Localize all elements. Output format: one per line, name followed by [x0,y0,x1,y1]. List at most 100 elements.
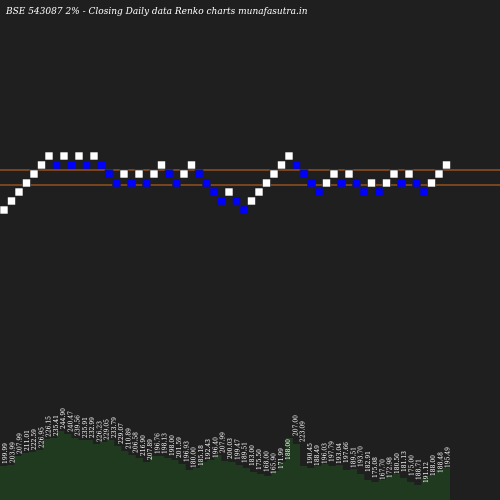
price-label: 232.99 [89,417,96,438]
price-label: 207.00 [292,415,299,436]
down-brick [307,178,316,188]
up-brick [322,178,331,188]
price-label: 197.66 [343,442,350,463]
price-label: 193.04 [336,443,343,464]
up-brick [367,178,376,188]
up-brick [59,151,69,161]
down-brick [97,160,106,170]
volume-area [0,431,450,500]
up-brick [157,160,166,170]
title-separator: - [83,7,86,17]
chart-title: BSE 543087 2% - Closing Daily data Renko… [5,7,308,17]
down-brick [239,205,249,215]
price-label: 175.00 [408,455,415,476]
price-label: 172.98 [387,457,394,478]
price-label: 207.99 [17,433,24,454]
price-label: 239.56 [75,415,82,436]
down-brick [314,187,324,197]
down-brick [232,196,241,206]
up-brick [254,187,264,197]
price-label: 188.49 [314,445,321,466]
price-label: 167.70 [379,459,386,480]
price-label: 168.00 [263,451,270,472]
price-labels: 199.99 203.99 207.99 211.01 222.59 226.95226.… [2,408,452,483]
down-brick [217,196,226,206]
down-brick [299,169,309,179]
up-brick [434,169,444,179]
up-brick [404,169,414,179]
down-brick [202,178,211,188]
down-brick [359,187,369,197]
price-label: 223.09 [300,421,307,442]
down-brick [352,178,361,188]
price-label: 196.76 [154,433,161,454]
up-brick [149,169,159,179]
up-brick [0,205,9,215]
price-label: 188.71 [416,459,423,480]
up-brick [224,187,234,197]
down-brick [164,169,174,179]
title-description: Closing Daily data Renko charts munafasu… [89,7,308,17]
price-label: 198.00 [169,435,176,456]
price-label: 188.00 [285,439,292,460]
price-label: 222.59 [31,429,38,450]
price-label: 165.90 [271,453,278,474]
price-label: 189.51 [350,447,357,468]
up-brick [7,196,16,206]
price-label: 201.59 [176,437,183,458]
price-label: 235.41 [53,415,60,436]
price-label: 188.48 [437,452,444,473]
price-label: 182.91 [365,451,372,472]
down-brick [67,160,76,170]
up-brick [187,160,196,170]
down-brick [209,187,219,197]
up-brick [44,151,54,161]
up-brick [344,169,354,179]
price-label: 189.51 [242,442,249,463]
down-brick [52,160,61,170]
price-label: 185.18 [198,445,205,466]
price-label: 175.08 [372,457,379,478]
volume-area-fill [0,431,450,500]
price-label: 195.49 [445,447,452,468]
price-label: 233.79 [111,417,118,438]
up-brick [89,151,99,161]
up-brick [29,169,39,179]
down-brick [127,178,136,188]
up-brick [277,160,286,170]
price-label: 211.01 [24,430,31,451]
price-label: 244.90 [60,408,67,429]
title-symbol: BSE 543087 [5,7,63,17]
title-brick-size: 2% [64,7,79,17]
price-label: 229.05 [104,419,111,440]
price-label: 183.00 [249,445,256,466]
price-label: 198.13 [162,433,169,454]
price-label: 171.99 [278,448,285,469]
up-brick [442,160,451,170]
up-brick [262,178,271,188]
up-brick [427,178,436,188]
price-label: 226.95 [38,427,45,448]
up-brick [22,178,31,188]
up-brick [134,169,144,179]
price-label: 192.43 [205,439,212,460]
up-brick [284,151,294,161]
up-brick [389,169,399,179]
price-label: 206.58 [133,432,140,453]
price-label: 207.99 [220,432,227,453]
down-brick [412,178,421,188]
price-label: 190.45 [307,443,314,464]
up-brick [247,196,256,206]
up-brick [37,160,46,170]
price-label: 235.91 [82,417,89,438]
price-label: 180.00 [191,447,198,468]
up-brick [179,169,189,179]
down-brick [397,178,406,188]
price-label: 196.40 [212,437,219,458]
down-brick [337,178,346,188]
price-label: 229.07 [118,423,125,444]
price-label: 216.90 [140,435,147,456]
price-label: 226.23 [96,421,103,442]
price-label: 210.89 [125,428,132,449]
